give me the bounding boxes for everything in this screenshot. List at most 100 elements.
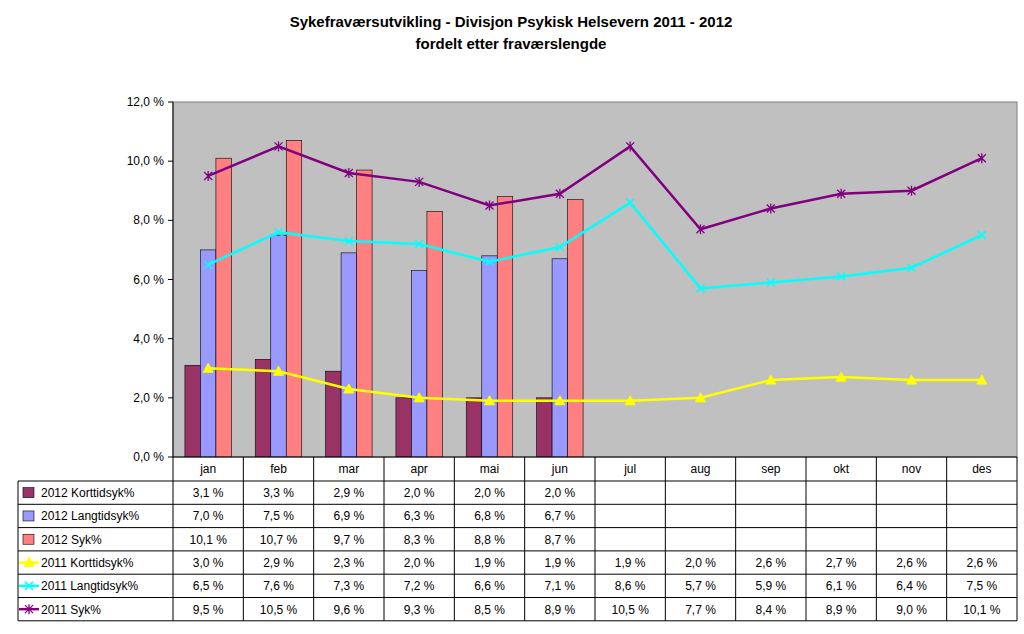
data-label: 3,3 % [263,486,294,500]
marker [486,201,494,211]
data-label: 7,5 % [263,509,294,523]
data-label: 10,7 % [260,533,298,547]
data-label: 6,3 % [404,509,435,523]
data-label: 8,9 % [544,603,575,617]
table-border [18,620,1017,621]
table-border [18,527,1017,528]
x-tick-label: apr [410,462,427,476]
data-label: 7,6 % [263,579,294,593]
x-tick-label: jun [551,462,568,476]
data-label: 7,3 % [333,579,364,593]
table-border [18,574,1017,575]
y-tick [168,338,173,339]
legend-marker [25,582,33,590]
table-border [1017,457,1018,621]
data-label: 1,9 % [544,556,575,570]
data-label: 6,9 % [333,509,364,523]
y-tick [168,220,173,221]
bar [552,259,568,457]
marker [697,284,705,292]
marker [556,189,564,199]
y-tick-label: 4,0 % [133,332,164,346]
data-label: 9,3 % [404,603,435,617]
data-label: 6,1 % [826,579,857,593]
table-border [173,457,174,621]
y-tick-label: 2,0 % [133,391,164,405]
x-tick-label: jul [623,462,636,476]
x-tick-label: jan [199,462,216,476]
data-table: janfebmaraprmaijunjulaugsepoktnovdes2012… [18,457,1017,621]
data-label: 6,7 % [544,509,575,523]
y-tick-label: 6,0 % [133,273,164,287]
data-label: 9,7 % [333,533,364,547]
marker [415,240,423,248]
marker [767,204,775,214]
marker [204,171,212,181]
data-label: 2,9 % [263,556,294,570]
bar [411,271,427,457]
legend-label: 2012 Korttidsyk% [41,486,135,500]
marker [977,375,987,384]
marker [766,375,776,384]
bar [497,197,513,457]
marker [978,153,986,163]
marker [345,168,353,178]
legend-label: 2011 Langtidsyk% [41,579,139,593]
data-label: 2,3 % [333,556,364,570]
line [208,203,982,289]
bar [357,170,373,457]
marker [626,199,634,207]
table-border [18,550,1017,551]
data-label: 9,6 % [333,603,364,617]
data-label: 9,5 % [193,603,224,617]
data-label: 8,4 % [755,603,786,617]
legend-swatch [23,511,34,521]
data-label: 8,6 % [615,579,646,593]
data-label: 9,0 % [896,603,927,617]
data-label: 10,1 % [189,533,227,547]
bar [396,398,412,457]
data-label: 5,7 % [685,579,716,593]
data-label: 10,1 % [963,603,1001,617]
table-border [595,457,596,621]
legend-marker [24,558,34,567]
marker [275,228,283,236]
marker [908,264,916,272]
bar [286,140,302,457]
y-tick-label: 12,0 % [127,95,165,109]
y-tick-label: 0,0 % [133,450,164,464]
x-tick-label: mar [338,462,359,476]
data-label: 6,6 % [474,579,505,593]
data-label: 1,9 % [474,556,505,570]
marker [486,258,494,266]
x-tick-label: aug [690,462,710,476]
data-label: 7,1 % [544,579,575,593]
legend-label: 2012 Langtidsyk% [41,509,139,523]
chart: Sykefraværsutvikling - Divisjon Psykisk … [0,0,1024,634]
data-label: 5,9 % [755,579,786,593]
data-group [185,140,987,457]
data-label: 6,4 % [896,579,927,593]
bar [185,365,201,457]
y-tick [168,397,173,398]
data-label: 8,3 % [404,533,435,547]
data-label: 2,0 % [404,556,435,570]
data-label: 7,0 % [193,509,224,523]
legend-swatch [23,534,34,544]
data-label: 1,9 % [615,556,646,570]
data-label: 2,6 % [896,556,927,570]
y-tick [168,102,173,103]
bar [255,359,271,457]
marker [485,396,495,405]
plot-area [173,102,1017,457]
line [208,368,982,401]
data-label: 10,5 % [260,603,298,617]
legend-label: 2012 Syk% [41,533,102,547]
data-label: 2,0 % [685,556,716,570]
y-tick [168,457,173,458]
y-tick-label: 10,0 % [127,154,165,168]
table-border [313,457,314,621]
x-tick-label: feb [270,462,287,476]
marker [837,189,845,199]
bar [341,253,357,457]
